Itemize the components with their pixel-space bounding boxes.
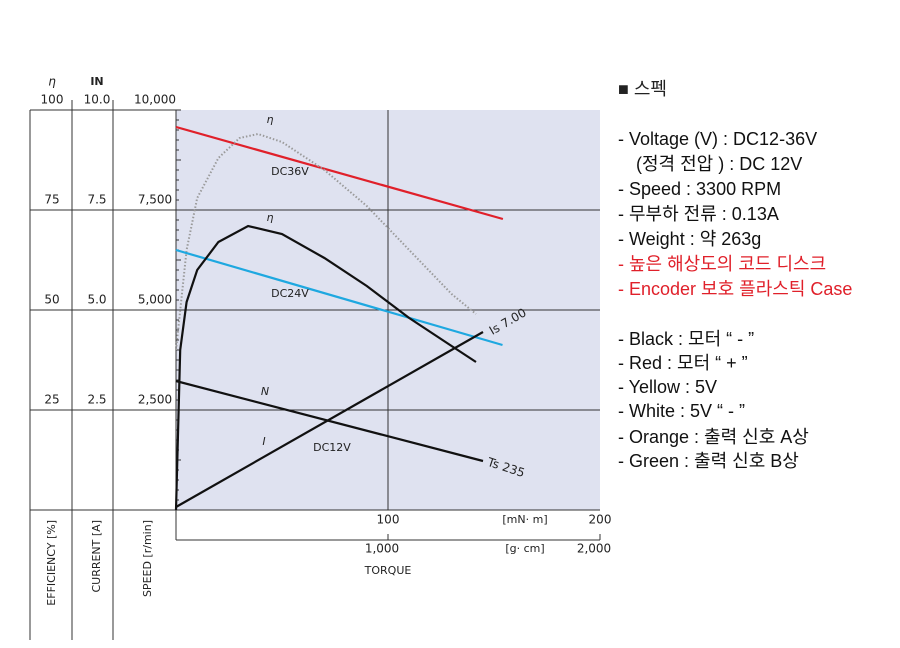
axis-header: IN xyxy=(90,75,103,88)
series-line xyxy=(175,132,477,351)
y-tick-label: 75 xyxy=(44,193,59,207)
annotation: DC12V xyxy=(313,441,351,454)
spec-item: - Green : 출력 신호 B상 xyxy=(618,451,799,471)
x-unit: [mN· m] xyxy=(502,513,547,526)
x2-unit: [g· cm] xyxy=(505,542,544,555)
spec-item: (정격 전압 ) : DC 12V xyxy=(636,154,802,174)
y-tick-label: 100 xyxy=(41,93,64,107)
y-tick-label: 2,500 xyxy=(138,393,172,407)
spec-item: - Speed : 3300 RPM xyxy=(618,179,781,199)
y-tick-label: 10.0 xyxy=(84,93,111,107)
axis-title: EFFICIENCY [%] xyxy=(45,520,58,606)
series-line xyxy=(175,331,484,508)
axis-header: η xyxy=(48,75,56,89)
axis-title: SPEED [r/min] xyxy=(141,520,154,597)
y-tick-label: 10,000 xyxy=(134,93,176,107)
spec-item: - Encoder 보호 플라스틱 Case xyxy=(618,279,852,299)
series-line xyxy=(175,125,504,221)
series-label: DC36V xyxy=(271,165,309,178)
spec-item: - Black : 모터 “ - ” xyxy=(618,329,754,349)
y-tick-label: 50 xyxy=(44,293,59,307)
x2-tick-label: 2,000 xyxy=(577,542,611,556)
y-tick-label: 7.5 xyxy=(87,193,106,207)
x-tick-label: 200 xyxy=(589,513,612,527)
x2-tick-label: 1,000 xyxy=(365,542,399,556)
series-line xyxy=(174,224,477,511)
spec-item: - Weight : 약 263g xyxy=(618,229,761,249)
spec-item: - 무부하 전류 : 0.13A xyxy=(618,204,779,224)
spec-item: - Voltage (V) : DC12-36V xyxy=(618,129,817,149)
spec-item: - 높은 해상도의 코드 디스크 xyxy=(618,254,826,274)
series-label: η xyxy=(267,113,274,126)
series-label: DC24V xyxy=(271,287,309,300)
y-tick-label: 2.5 xyxy=(87,393,106,407)
y-tick-label: 5,000 xyxy=(138,293,172,307)
series-line xyxy=(175,248,503,347)
y-tick-label: 25 xyxy=(44,393,59,407)
spec-heading: ■ 스펙 xyxy=(618,79,667,99)
series-label: I xyxy=(262,435,265,448)
spec-item: - Yellow : 5V xyxy=(618,377,717,397)
spec-item: - Red : 모터 “ + ” xyxy=(618,353,748,373)
spec-item: - White : 5V “ - ” xyxy=(618,401,745,421)
axis-title: CURRENT [A] xyxy=(90,520,103,593)
series-label: η xyxy=(267,211,274,224)
series-label: N xyxy=(261,385,269,398)
spec-item: - Orange : 출력 신호 A상 xyxy=(618,427,809,447)
y-tick-label: 5.0 xyxy=(87,293,106,307)
x-axis-title: TORQUE xyxy=(364,564,412,577)
y-tick-label: 7,500 xyxy=(138,193,172,207)
series-line xyxy=(175,379,484,463)
x-tick-label: 100 xyxy=(377,513,400,527)
